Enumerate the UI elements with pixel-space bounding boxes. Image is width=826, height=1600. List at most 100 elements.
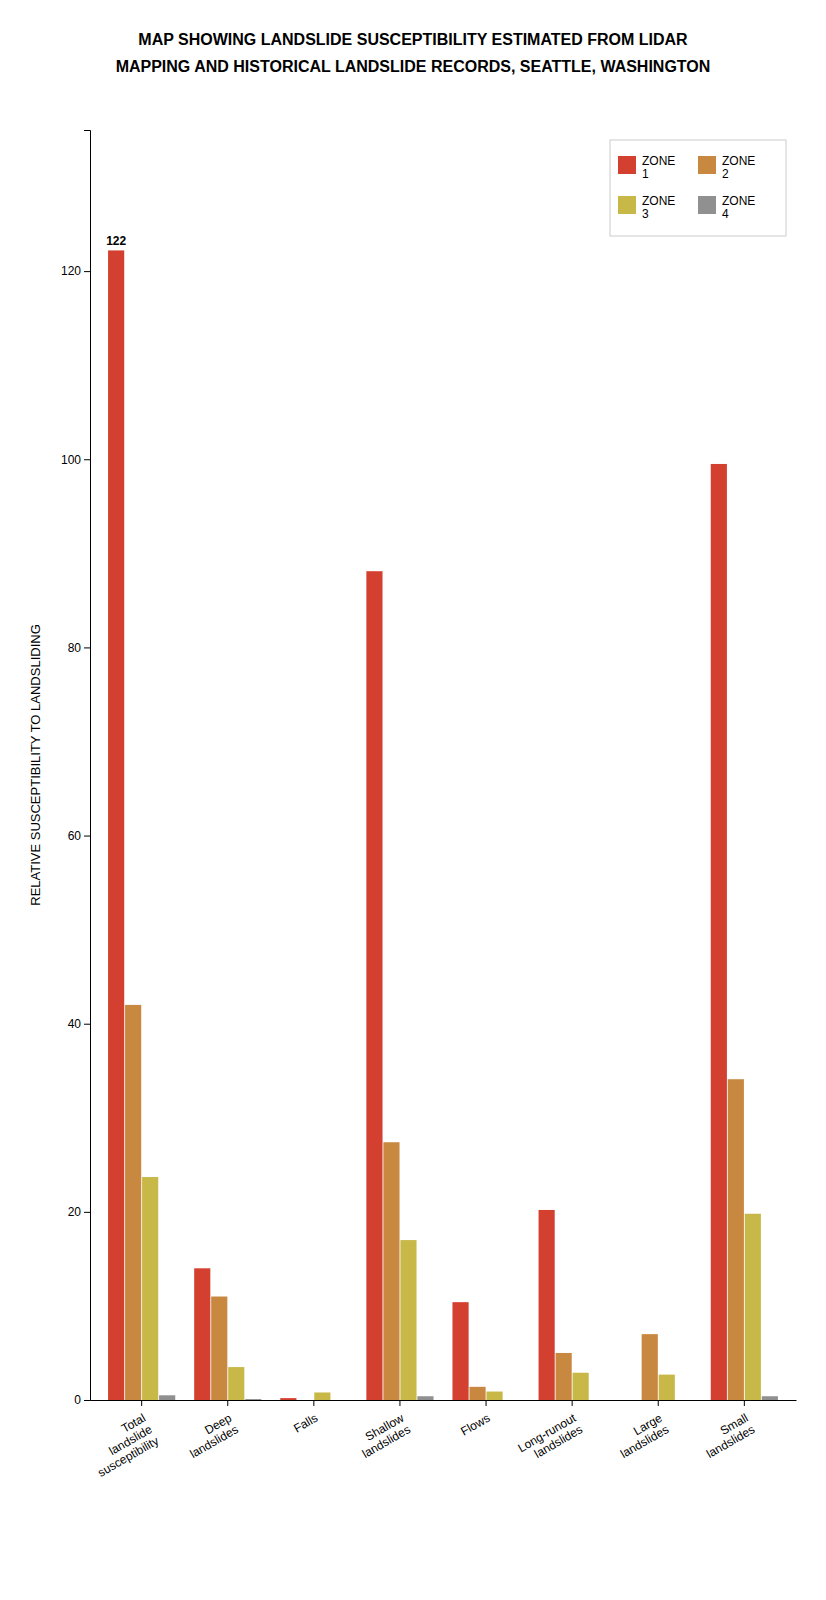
y-tick: 100 (61, 453, 90, 467)
x-axis-line (91, 1400, 797, 1401)
bar-series (125, 1005, 744, 1400)
x-tick-label: Long-runoutlandslides (515, 1410, 585, 1466)
legend-label: ZONE1 (642, 154, 675, 181)
y-tick-mark (84, 836, 90, 837)
bar (728, 1079, 744, 1400)
bar (331, 1400, 347, 1401)
bar (366, 571, 382, 1400)
y-tick-label: 60 (68, 829, 82, 843)
y-tick-mark (84, 459, 90, 460)
bar (676, 1400, 692, 1401)
y-tick-label: 20 (68, 1205, 82, 1219)
legend: ZONE1 ZONE2 ZONE3 ZONE4 (610, 140, 786, 236)
bar (452, 1302, 468, 1400)
y-tick: 80 (68, 641, 90, 655)
bar (383, 1142, 399, 1400)
y-axis-line (84, 131, 91, 1401)
y-tick-mark (84, 271, 90, 272)
x-tick-label: Deeplandslides (181, 1411, 241, 1461)
value-label: 122 (106, 234, 126, 248)
x-tick-label: Largelandslides (611, 1411, 671, 1461)
y-tick-mark (84, 1024, 90, 1025)
x-tick-mark (227, 1400, 228, 1406)
x-tick: Largelandslides (611, 1400, 671, 1461)
value-labels: 122 (106, 234, 126, 248)
x-tick: Flows (458, 1400, 492, 1439)
legend-label: ZONE4 (722, 194, 755, 221)
bar (711, 464, 727, 1400)
legend-label: ZONE3 (642, 194, 675, 221)
y-tick-label: 40 (68, 1017, 82, 1031)
x-tick-label: Flows (458, 1411, 492, 1439)
x-tick-label: Shallowlandslides (353, 1411, 413, 1461)
bar (486, 1392, 502, 1400)
bar-series (108, 250, 727, 1400)
bar (556, 1353, 572, 1400)
plot-area: 122 0 20 40 60 80 100 120 Totallandslidesuscepti… (61, 131, 797, 1480)
x-axis: Totallandslidesusceptibility Deeplandslid… (82, 1400, 796, 1480)
y-tick-mark (84, 1212, 90, 1213)
x-tick-label: Totallandslidesusceptibility (82, 1411, 161, 1480)
bar-series (142, 1177, 761, 1400)
legend-item: ZONE4 (698, 194, 755, 221)
legend-item: ZONE2 (698, 154, 755, 181)
y-tick-mark (84, 647, 90, 648)
x-tick: Shallowlandslides (353, 1400, 413, 1461)
bar (159, 1395, 175, 1400)
legend-item: ZONE1 (618, 154, 675, 181)
x-tick-label: Falls (291, 1411, 320, 1436)
bar (590, 1400, 606, 1401)
x-tick: Smalllandslides (697, 1400, 757, 1461)
legend-label: ZONE2 (722, 154, 755, 181)
x-tick-mark (141, 1400, 142, 1406)
x-tick-mark (486, 1400, 487, 1406)
y-tick: 0 (74, 1393, 90, 1407)
bar (314, 1392, 330, 1400)
bar (539, 1210, 555, 1400)
y-axis: 0 20 40 60 80 100 120 (61, 131, 91, 1408)
bar (745, 1214, 761, 1400)
bar (228, 1367, 244, 1400)
bar (642, 1334, 658, 1400)
y-tick-label: 120 (61, 264, 81, 278)
y-tick-label: 100 (61, 453, 81, 467)
y-tick-label: 0 (74, 1393, 81, 1407)
x-tick-mark (313, 1400, 314, 1406)
bar (108, 250, 124, 1400)
y-tick-label: 80 (68, 641, 82, 655)
bar (659, 1375, 675, 1400)
bar (417, 1396, 433, 1400)
title: MAP SHOWING LANDSLIDE SUSCEPTIBILITY EST… (138, 31, 688, 48)
legend-swatch (618, 156, 636, 174)
x-tick-mark (658, 1400, 659, 1406)
bar (762, 1396, 778, 1400)
y-axis-title: RELATIVE SUSCEPTIBILITY TO LANDSLIDING (28, 624, 43, 906)
bar (297, 1400, 313, 1401)
legend-swatch (698, 156, 716, 174)
y-tick-mark (84, 1400, 90, 1401)
x-tick-mark (572, 1400, 573, 1406)
subtitle: MAPPING AND HISTORICAL LANDSLIDE RECORDS… (116, 58, 711, 75)
x-tick-mark (399, 1400, 400, 1406)
bar (573, 1373, 589, 1400)
x-tick: Falls (291, 1400, 320, 1436)
bar (125, 1005, 141, 1400)
legend-swatch (618, 196, 636, 214)
bar (625, 1400, 641, 1401)
x-tick-label: Smalllandslides (697, 1411, 757, 1461)
y-tick: 40 (68, 1017, 90, 1031)
chart-svg: MAP SHOWING LANDSLIDE SUSCEPTIBILITY EST… (0, 0, 826, 1600)
bar (194, 1268, 210, 1400)
legend-box (610, 140, 786, 236)
bar (245, 1399, 261, 1400)
x-tick: Long-runoutlandslides (515, 1400, 585, 1467)
bar (280, 1398, 296, 1400)
bar (503, 1400, 519, 1401)
x-tick: Deeplandslides (181, 1400, 241, 1461)
x-tick: Totallandslidesusceptibility (82, 1400, 161, 1480)
bars (108, 250, 778, 1400)
y-tick: 20 (68, 1205, 90, 1219)
bar (469, 1387, 485, 1400)
bar (142, 1177, 158, 1400)
x-tick-mark (744, 1400, 745, 1406)
